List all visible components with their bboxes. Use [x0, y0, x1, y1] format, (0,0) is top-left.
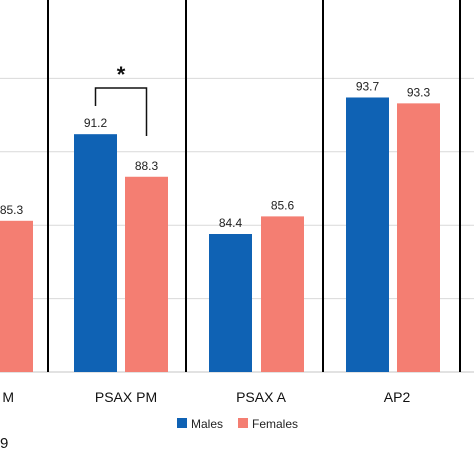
- legend: Males Females: [177, 417, 298, 431]
- significance-star: *: [117, 62, 126, 87]
- value-label: 93.7: [356, 79, 380, 93]
- category-dividers: [47, 0, 461, 372]
- category-label: PSAX A: [236, 389, 286, 405]
- legend-label-females: Females: [252, 417, 298, 431]
- legend-label-males: Males: [191, 417, 223, 431]
- cropped-text: 9: [0, 435, 8, 452]
- category-label: PSAX PM: [95, 389, 157, 405]
- bar-males: [209, 234, 252, 372]
- legend-swatch-males: [177, 418, 187, 428]
- value-label: 85.6: [271, 198, 295, 212]
- value-label: 88.3: [135, 159, 159, 173]
- value-labels: 91.2 84.4 93.7 85.3 88.3 85.6 93.3: [0, 79, 431, 230]
- legend-swatch-females: [238, 418, 248, 428]
- bar-females: [261, 216, 304, 372]
- category-label: M: [2, 389, 14, 405]
- bar-males: [74, 134, 117, 372]
- bars: [0, 97, 440, 372]
- value-label: 91.2: [84, 116, 108, 130]
- bar-females: [0, 220, 33, 372]
- category-labels: M PSAX PM PSAX A AP2: [2, 389, 410, 405]
- significance-bracket: *: [94, 62, 148, 136]
- category-label: AP2: [384, 389, 411, 405]
- value-label: 84.4: [219, 216, 243, 230]
- value-label: 85.3: [0, 203, 24, 217]
- significance-bracket-line: [94, 87, 148, 136]
- bar-males: [346, 97, 389, 372]
- bar-females: [125, 176, 168, 372]
- value-label: 93.3: [407, 85, 431, 99]
- bar-females: [397, 103, 440, 372]
